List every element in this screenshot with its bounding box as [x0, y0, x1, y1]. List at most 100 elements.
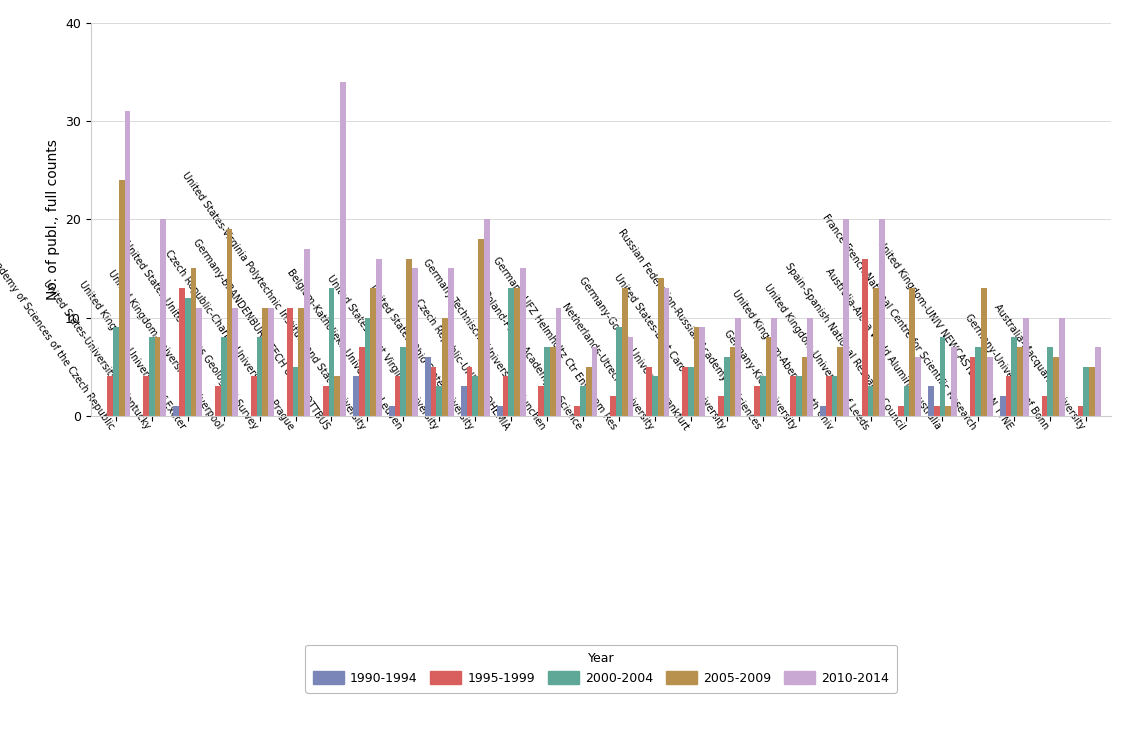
- Bar: [616, 327, 621, 416]
- Bar: [298, 308, 304, 416]
- Bar: [915, 357, 921, 416]
- Bar: [232, 308, 238, 416]
- Bar: [592, 347, 598, 416]
- Bar: [970, 357, 975, 416]
- Bar: [174, 406, 179, 416]
- Bar: [765, 337, 771, 416]
- Bar: [771, 318, 777, 416]
- Bar: [442, 318, 448, 416]
- Bar: [1094, 347, 1100, 416]
- Bar: [844, 219, 849, 416]
- Bar: [928, 386, 933, 416]
- Bar: [586, 367, 592, 416]
- Bar: [437, 386, 442, 416]
- Bar: [425, 357, 431, 416]
- Bar: [406, 259, 412, 416]
- Bar: [658, 278, 663, 416]
- Bar: [323, 386, 329, 416]
- Bar: [149, 337, 154, 416]
- Bar: [940, 337, 946, 416]
- Bar: [663, 288, 669, 416]
- Bar: [646, 367, 652, 416]
- Bar: [556, 308, 561, 416]
- Bar: [1006, 376, 1012, 416]
- Y-axis label: No. of publ., full counts: No. of publ., full counts: [45, 139, 60, 299]
- Bar: [688, 367, 694, 416]
- Bar: [807, 318, 813, 416]
- Bar: [760, 376, 765, 416]
- Bar: [256, 337, 262, 416]
- Bar: [154, 337, 160, 416]
- Bar: [544, 347, 550, 416]
- Bar: [1083, 367, 1089, 416]
- Bar: [508, 288, 514, 416]
- Bar: [395, 376, 400, 416]
- Bar: [946, 406, 951, 416]
- Bar: [479, 239, 484, 416]
- Bar: [1012, 337, 1017, 416]
- Bar: [879, 219, 885, 416]
- Bar: [371, 288, 376, 416]
- Bar: [736, 318, 742, 416]
- Bar: [293, 367, 298, 416]
- Bar: [790, 376, 796, 416]
- Bar: [304, 249, 310, 416]
- Bar: [502, 376, 508, 416]
- Bar: [694, 327, 700, 416]
- Bar: [1048, 347, 1053, 416]
- Legend: 1990-1994, 1995-1999, 2000-2004, 2005-2009, 2010-2014: 1990-1994, 1995-1999, 2000-2004, 2005-20…: [305, 645, 897, 692]
- Bar: [683, 367, 688, 416]
- Bar: [185, 298, 191, 416]
- Bar: [412, 268, 417, 416]
- Bar: [610, 396, 616, 416]
- Bar: [1059, 318, 1065, 416]
- Bar: [335, 376, 340, 416]
- Bar: [951, 347, 957, 416]
- Bar: [227, 229, 232, 416]
- Bar: [933, 406, 940, 416]
- Bar: [981, 288, 987, 416]
- Bar: [466, 367, 473, 416]
- Bar: [191, 268, 196, 416]
- Bar: [514, 288, 519, 416]
- Bar: [287, 308, 293, 416]
- Bar: [460, 386, 466, 416]
- Bar: [581, 386, 586, 416]
- Bar: [550, 347, 556, 416]
- Bar: [838, 347, 844, 416]
- Bar: [196, 308, 202, 416]
- Bar: [329, 288, 335, 416]
- Bar: [831, 376, 838, 416]
- Bar: [820, 406, 826, 416]
- Bar: [539, 386, 544, 416]
- Bar: [448, 268, 454, 416]
- Bar: [826, 376, 831, 416]
- Bar: [975, 347, 981, 416]
- Bar: [262, 308, 269, 416]
- Bar: [179, 288, 185, 416]
- Bar: [754, 386, 760, 416]
- Bar: [862, 259, 868, 416]
- Bar: [909, 288, 915, 416]
- Bar: [627, 337, 634, 416]
- Bar: [1000, 396, 1006, 416]
- Bar: [1023, 318, 1029, 416]
- Bar: [1017, 347, 1023, 416]
- Bar: [802, 357, 807, 416]
- Bar: [497, 406, 502, 416]
- Bar: [718, 396, 723, 416]
- Bar: [987, 357, 992, 416]
- Bar: [898, 406, 904, 416]
- Bar: [221, 337, 227, 416]
- Bar: [376, 259, 382, 416]
- Bar: [119, 180, 125, 416]
- Bar: [125, 111, 130, 416]
- Bar: [143, 376, 149, 416]
- Bar: [519, 268, 525, 416]
- Bar: [868, 386, 873, 416]
- Bar: [353, 376, 358, 416]
- Bar: [575, 406, 581, 416]
- Bar: [873, 288, 879, 416]
- Bar: [484, 219, 490, 416]
- Bar: [431, 367, 437, 416]
